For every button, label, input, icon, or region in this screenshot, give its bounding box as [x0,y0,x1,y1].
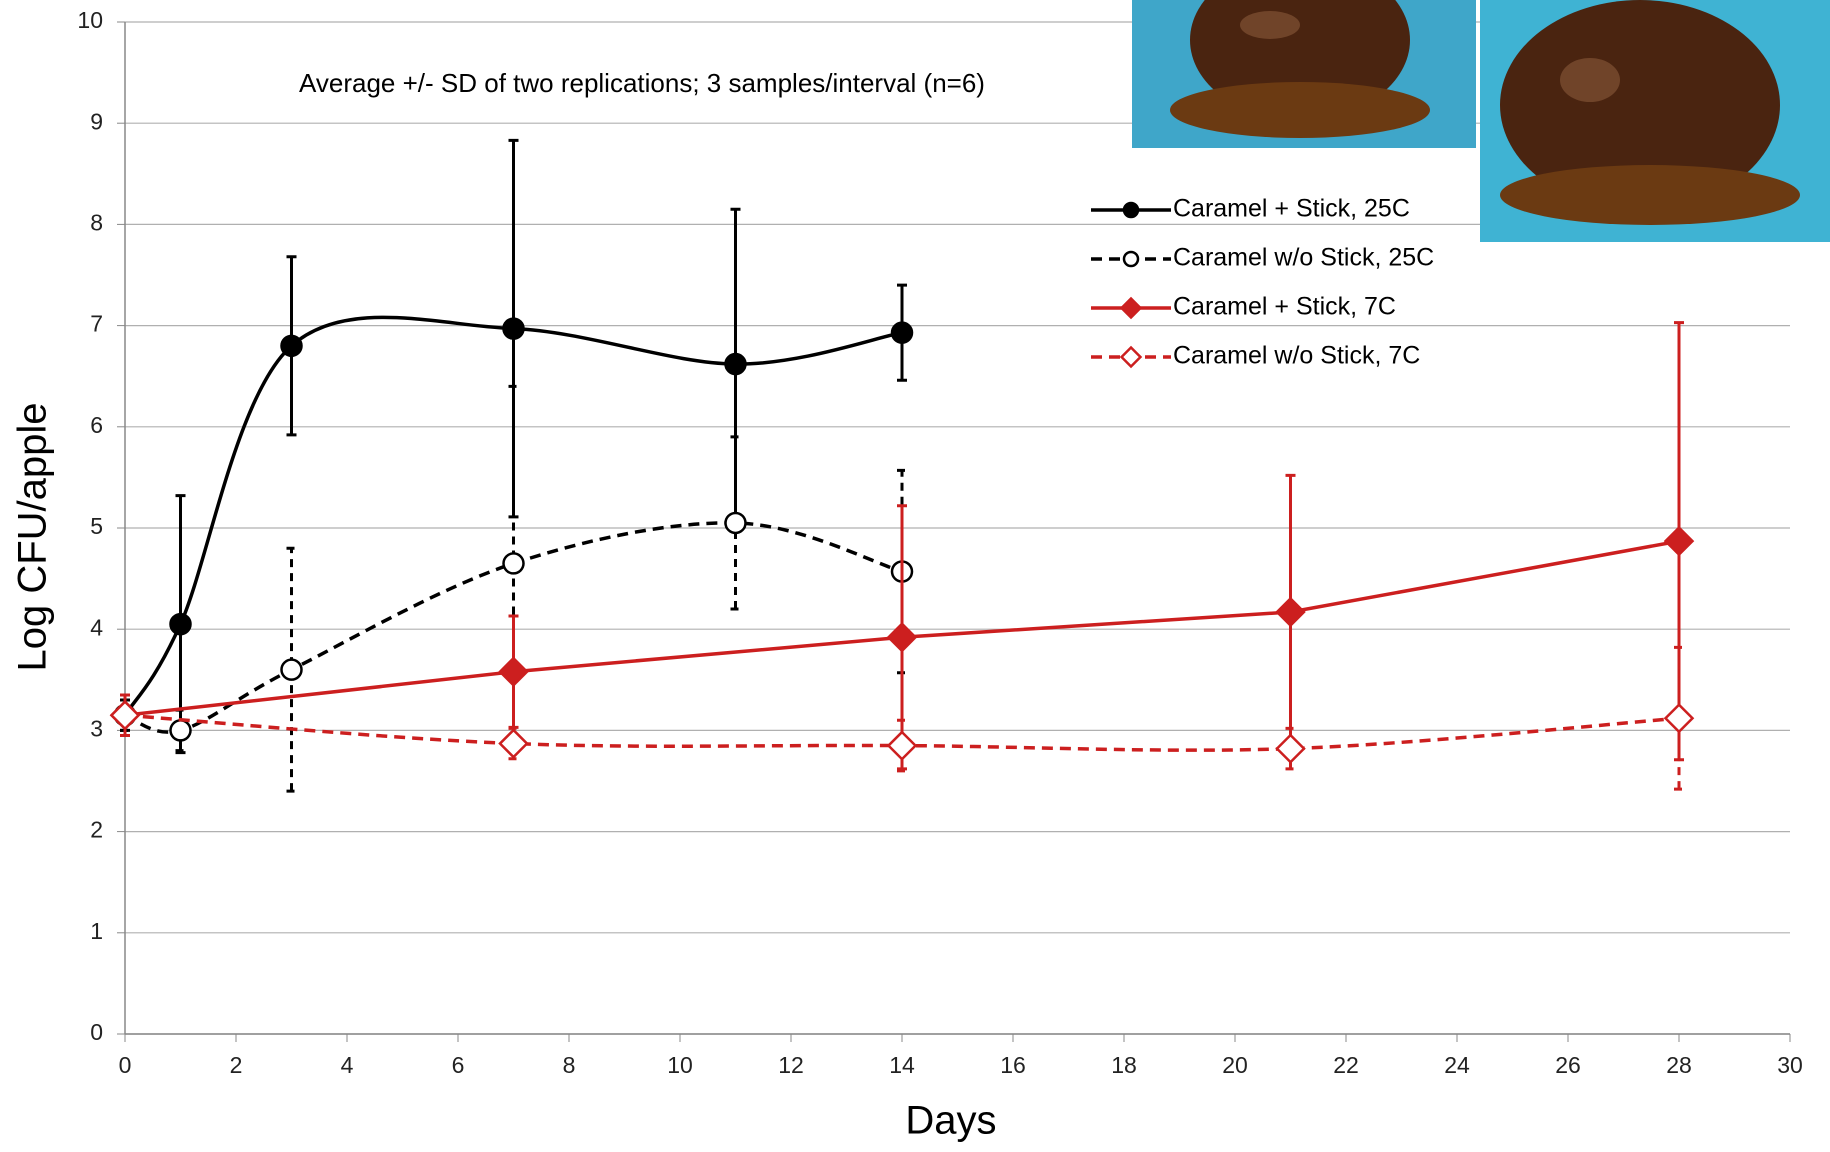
x-tick-label: 2 [230,1052,243,1078]
legend-label: Caramel + Stick, 25C [1173,195,1410,223]
data-point [498,728,529,759]
x-tick-label: 20 [1222,1052,1248,1078]
data-point [890,321,914,344]
x-tick-label: 4 [341,1052,354,1078]
y-tick-label: 9 [90,108,103,134]
legend-label: Caramel + Stick, 7C [1173,293,1396,321]
x-tick-label: 28 [1666,1052,1692,1078]
x-tick-label: 24 [1444,1052,1470,1078]
y-axis-label: Log CFU/apple [11,402,55,671]
data-point [724,511,747,535]
y-tick-label: 8 [90,209,103,235]
x-tick-label: 26 [1555,1052,1581,1078]
x-tick-label: 14 [889,1052,915,1078]
photo [1480,0,1830,242]
x-tick-label: 10 [667,1052,693,1078]
data-point [169,612,192,636]
legend-marker [1119,296,1143,320]
y-tick-label: 4 [90,614,103,640]
legend: Caramel + Stick, 25C Caramel w/o Stick, 2… [1091,195,1434,370]
data-point [280,334,303,358]
error-bar [897,718,907,773]
data-point [886,622,918,653]
data-point [109,699,141,731]
y-tick-label: 10 [77,7,103,33]
legend-label: Caramel w/o Stick, 7C [1173,342,1420,370]
x-tick-label: 30 [1777,1052,1803,1078]
data-point [1663,525,1695,557]
x-axis-label: Days [905,1099,996,1143]
photo [1132,0,1476,148]
data-point [1663,702,1695,734]
legend-marker [1122,201,1140,219]
data-point [502,317,525,340]
error-bar [286,546,297,793]
y-tick-label: 6 [90,412,103,438]
annotation: Average +/- SD of two replications; 3 sa… [299,68,985,98]
y-tick-label: 2 [90,817,103,843]
x-tick-label: 6 [452,1052,465,1078]
y-tick-label: 3 [90,715,103,741]
data-point [169,719,192,742]
x-tick-label: 22 [1333,1052,1359,1078]
legend-label: Caramel w/o Stick, 25C [1173,244,1434,272]
data-point [498,656,529,687]
data-point [502,552,525,575]
x-tick-label: 12 [778,1052,804,1078]
data-point [1275,733,1306,764]
x-tick-label: 0 [119,1052,132,1078]
data-point [886,730,918,761]
series-line [124,521,903,734]
x-tick-label: 18 [1111,1052,1137,1078]
legend-marker [1119,345,1143,369]
y-tick-label: 5 [90,513,103,539]
x-tick-label: 16 [1000,1052,1026,1078]
data-point [724,352,747,376]
y-tick-label: 7 [90,311,103,337]
y-tick-label: 1 [90,918,103,944]
legend-marker [1122,250,1140,268]
y-tick-label: 0 [90,1019,103,1045]
data-point [1275,596,1306,628]
data-point [280,658,303,681]
x-tick-label: 8 [563,1052,576,1078]
